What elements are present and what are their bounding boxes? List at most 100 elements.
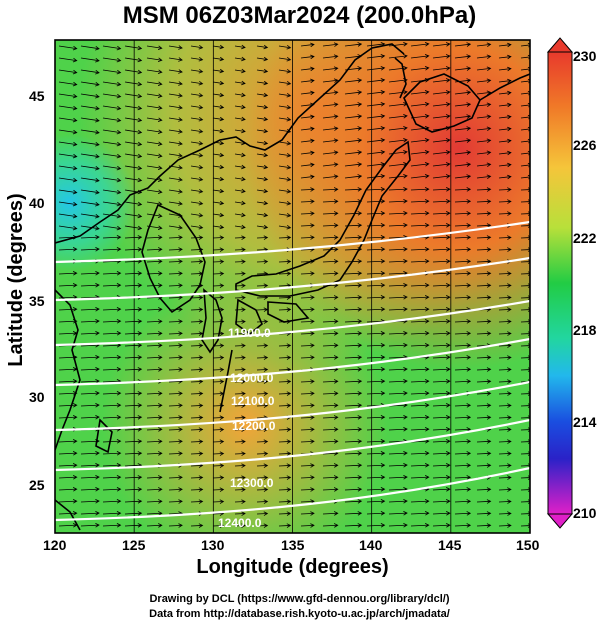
wind-arrow: [278, 140, 292, 146]
wind-arrow: [146, 117, 163, 122]
height-contour-line: [55, 299, 530, 347]
wind-arrow: [432, 114, 451, 119]
wind-arrow: [476, 391, 492, 396]
wind-arrow: [498, 162, 512, 168]
wind-arrow: [498, 150, 512, 156]
wind-arrow: [432, 54, 451, 59]
wind-arrow: [476, 235, 492, 240]
wind-arrow: [234, 235, 246, 240]
wind-arrow: [58, 141, 78, 147]
height-contours: 11900.0 12000.0 12100.0 12200.0 12300.0 12400…: [55, 220, 530, 530]
wind-arrow: [344, 187, 363, 192]
wind-arrow: [300, 162, 315, 168]
wind-arrow: [344, 427, 363, 432]
height-contour-line: [55, 418, 530, 472]
wind-arrow: [212, 212, 225, 218]
wind-arrow: [388, 523, 408, 528]
wind-arrow: [410, 211, 430, 216]
wind-arrow: [234, 80, 246, 86]
wind-arrow: [454, 319, 472, 324]
wind-arrow: [476, 451, 492, 456]
wind-arrow: [454, 90, 472, 95]
wind-arrow: [498, 102, 512, 108]
wind-arrow: [234, 295, 246, 300]
wind-arrow: [234, 224, 246, 230]
wind-arrow: [190, 355, 204, 360]
wind-arrow: [80, 378, 100, 384]
wind-arrow: [410, 223, 430, 228]
wind-arrow: [454, 162, 472, 167]
wind-arrow: [498, 126, 512, 132]
wind-arrow: [190, 212, 204, 218]
wind-arrow: [300, 427, 315, 432]
wind-arrow: [410, 187, 430, 192]
wind-arrow: [102, 201, 122, 207]
wind-arrow: [454, 199, 472, 204]
wind-arrow: [278, 439, 292, 444]
wind-arrow: [80, 201, 100, 207]
wind-arrow: [498, 283, 512, 288]
wind-arrow: [124, 141, 143, 147]
wind-arrow: [344, 355, 363, 360]
wind-arrow: [168, 283, 183, 288]
wind-arrow: [58, 189, 78, 195]
wind-arrow: [256, 439, 269, 444]
wind-arrow: [168, 177, 183, 182]
wind-arrow: [58, 463, 78, 468]
wind-arrow: [432, 391, 451, 396]
wind-arrow: [366, 415, 386, 420]
wind-arrow: [278, 212, 292, 218]
wind-arrow: [344, 439, 363, 444]
wind-arrow: [58, 475, 78, 480]
wind-arrow: [410, 319, 430, 324]
wind-arrow: [344, 499, 363, 504]
wind-arrow: [168, 439, 183, 444]
wind-arrow: [146, 475, 163, 480]
height-contour-line: [55, 256, 530, 302]
wind-arrow: [212, 80, 225, 86]
wind-arrow: [344, 138, 363, 143]
wind-arrow: [190, 343, 204, 348]
wind-arrow: [168, 189, 183, 194]
wind-arrow: [476, 42, 492, 48]
wind-arrow: [190, 403, 204, 408]
wind-arrow: [278, 427, 292, 432]
wind-arrow: [58, 415, 78, 420]
wind-arrow: [300, 66, 315, 72]
wind-arrow: [344, 78, 363, 83]
wind-arrow: [410, 415, 430, 420]
wind-arrow: [366, 295, 386, 300]
wind-arrow: [322, 187, 339, 192]
wind-arrow: [146, 129, 163, 134]
wind-arrow: [476, 511, 492, 516]
wind-arrow: [498, 475, 512, 480]
wind-arrow: [146, 259, 163, 264]
wind-arrow: [432, 235, 451, 240]
wind-arrow: [344, 403, 363, 408]
wind-arrow: [234, 451, 246, 456]
wind-arrow: [190, 116, 204, 122]
wind-arrow: [102, 463, 122, 468]
wind-arrow: [432, 247, 451, 252]
wind-arrow: [146, 189, 163, 194]
wind-arrow: [146, 391, 163, 396]
wind-arrow: [80, 306, 100, 312]
wind-arrow: [102, 391, 122, 396]
wind-arrow: [410, 138, 430, 143]
wind-arrow: [432, 307, 451, 312]
wind-arrow: [344, 162, 363, 167]
wind-arrow: [278, 403, 292, 408]
wind-arrow: [80, 510, 100, 516]
wind-arrow: [80, 57, 100, 63]
wind-arrow: [454, 511, 472, 516]
wind-arrow: [366, 90, 386, 95]
wind-arrow: [58, 165, 78, 171]
wind-arrow: [366, 427, 386, 432]
wind-arrow: [190, 379, 204, 384]
wind-arrow: [344, 90, 363, 95]
wind-arrow: [256, 463, 269, 468]
wind-arrow: [388, 499, 408, 504]
wind-arrow: [190, 68, 204, 74]
wind-arrow: [80, 318, 100, 324]
wind-arrow: [344, 451, 363, 456]
